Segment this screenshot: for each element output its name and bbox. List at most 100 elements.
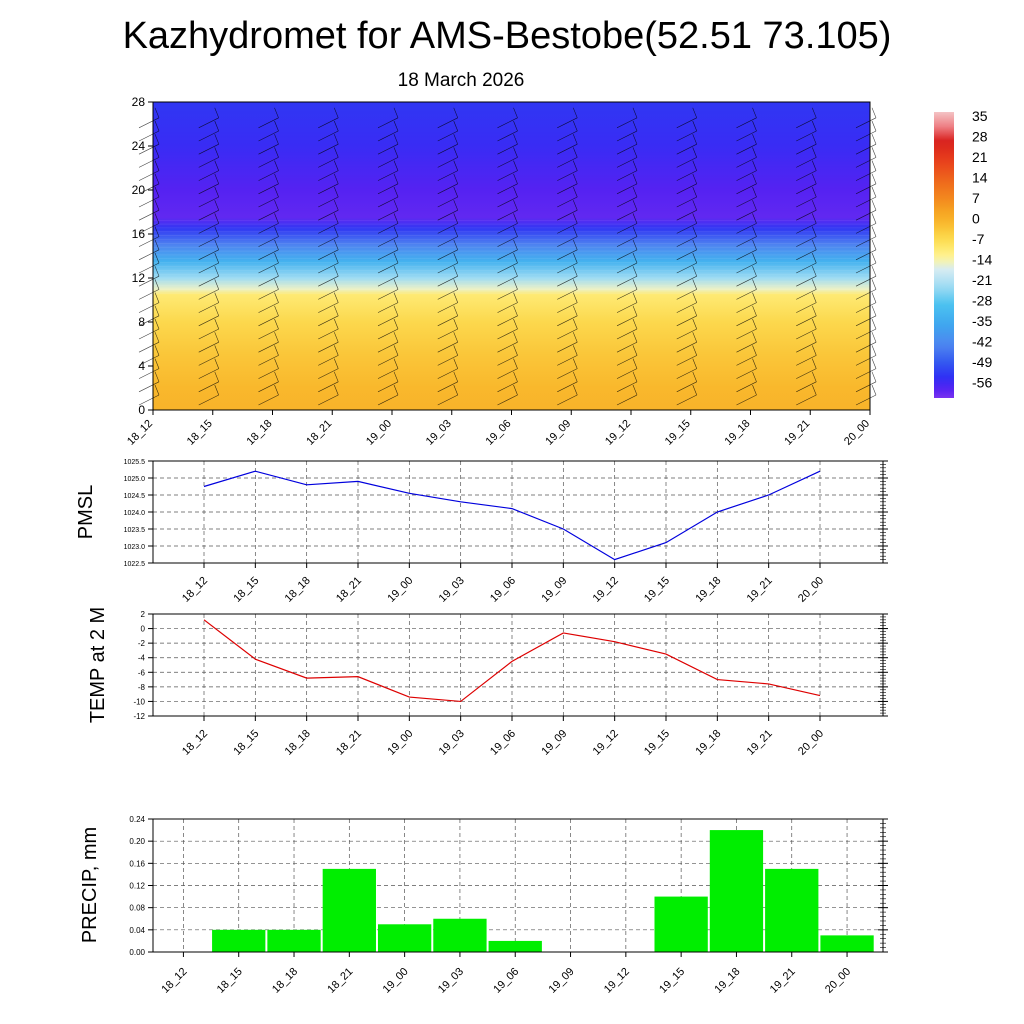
wind-barb	[676, 173, 698, 195]
wind-barb	[557, 292, 578, 313]
wind-barb	[616, 318, 638, 340]
wind-barb	[855, 173, 877, 195]
wind-barb	[736, 371, 757, 393]
wind-barb	[198, 371, 220, 393]
wind-barb	[676, 120, 698, 142]
y-tick-label: -6	[138, 668, 146, 677]
wind-barb	[676, 160, 698, 181]
wind-barb	[437, 120, 459, 142]
wind-barb	[318, 292, 339, 313]
wind-barb	[796, 305, 817, 327]
y-tick-label: 0.16	[129, 859, 145, 868]
x-tick-label: 19_21	[768, 966, 798, 996]
wind-barb	[198, 252, 220, 274]
precip-bar	[433, 918, 487, 952]
wind-barb	[198, 332, 220, 353]
y-tick-label: 0.24	[129, 815, 145, 824]
wind-barb	[318, 384, 339, 406]
y-tick-label: 1024.0	[124, 510, 146, 517]
wind-barb	[198, 147, 220, 168]
x-tick-label: 19_03	[436, 966, 466, 996]
wind-barb	[318, 239, 339, 261]
wind-barb	[855, 358, 877, 379]
wind-barb	[138, 292, 160, 313]
wind-barb	[198, 200, 220, 221]
wind-barb	[377, 239, 399, 261]
wind-barb	[198, 213, 220, 234]
wind-barbs	[138, 107, 877, 406]
wind-barb	[377, 318, 399, 340]
wind-barb	[198, 318, 220, 340]
wind-barb	[616, 160, 638, 181]
wind-barb	[377, 358, 399, 379]
wind-barb	[497, 173, 518, 195]
wind-barb	[258, 384, 279, 406]
y-tick-label: 12	[132, 271, 146, 285]
wind-barb	[437, 239, 459, 261]
x-tick-label: 19_21	[782, 418, 812, 448]
wind-barb	[497, 318, 518, 340]
wind-barb	[736, 213, 757, 234]
wind-barb	[497, 107, 518, 129]
wind-barb	[138, 358, 160, 379]
wind-barb	[736, 120, 757, 142]
wind-barb	[138, 318, 160, 340]
wind-barb	[557, 200, 578, 221]
x-tick-label: 18_12	[180, 575, 210, 605]
wind-barb	[377, 279, 399, 300]
y-tick-label: 2	[141, 610, 146, 619]
wind-barb	[557, 120, 578, 142]
wind-barb	[855, 345, 877, 366]
x-tick-label: 18_18	[270, 966, 300, 996]
wind-barb	[437, 186, 459, 208]
wind-barb	[138, 279, 160, 300]
temp-frame	[152, 613, 884, 717]
wind-barb	[258, 318, 279, 340]
wind-barb	[318, 173, 339, 195]
wind-barb	[198, 160, 220, 181]
wind-barb	[377, 305, 399, 327]
wind-barb	[497, 266, 518, 287]
wind-barb	[377, 186, 399, 208]
wind-barb	[796, 213, 817, 234]
pmsl-series-line	[203, 470, 821, 561]
wind-barb	[258, 332, 279, 353]
wind-barb	[855, 279, 877, 300]
wind-barb	[437, 371, 459, 393]
wind-barb	[318, 332, 339, 353]
x-tick-label: 20_00	[796, 728, 826, 758]
wind-barb	[616, 345, 638, 366]
wind-barb	[318, 147, 339, 168]
y-tick-label: 24	[132, 139, 146, 153]
wind-barb	[557, 318, 578, 340]
wind-barb	[676, 358, 698, 379]
wind-barb	[676, 384, 698, 406]
colorbar: 35 28 21 14 7 0 -7 -14 -21 -28 -35 -42 -49 -56	[934, 108, 992, 398]
wind-barb	[437, 200, 459, 221]
wind-barb	[198, 384, 220, 406]
colorbar-label: 21	[972, 149, 988, 165]
wind-barb	[138, 186, 160, 208]
y-tick-label: 0.08	[129, 904, 145, 913]
x-tick-label: 19_12	[591, 728, 621, 758]
wind-barb	[557, 239, 578, 261]
wind-barb	[318, 213, 339, 234]
wind-barb	[557, 134, 578, 155]
wind-barb	[796, 266, 817, 287]
wind-barb	[377, 173, 399, 195]
y-tick-label: 0	[141, 625, 146, 634]
wind-barb	[796, 200, 817, 221]
heatmap-y-axis: 0 4 8 12 16 20 24 28	[132, 95, 153, 417]
wind-barb	[437, 345, 459, 366]
wind-barb	[855, 252, 877, 274]
wind-barb	[318, 345, 339, 366]
pmsl-grid	[153, 460, 883, 564]
wind-barb	[736, 358, 757, 379]
x-tick-label: 19_06	[484, 418, 514, 448]
x-tick-label: 19_12	[602, 966, 632, 996]
wind-barb	[258, 226, 279, 247]
wind-barb	[796, 279, 817, 300]
wind-barb	[557, 266, 578, 287]
wind-barb	[736, 134, 757, 155]
